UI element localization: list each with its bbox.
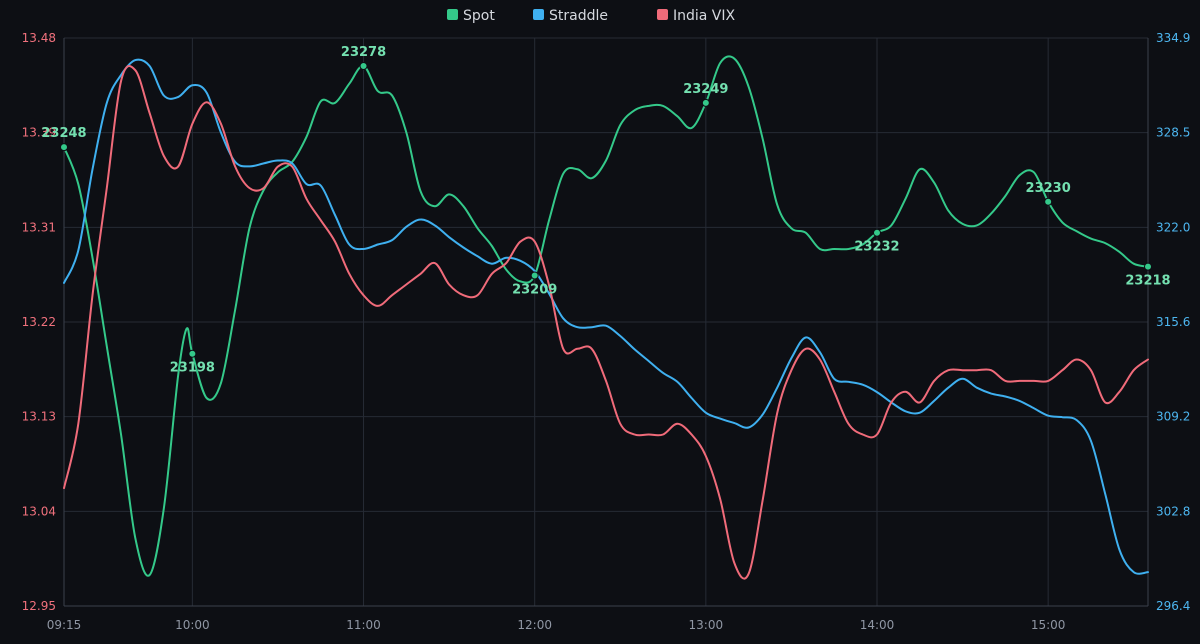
y-left-tick-label: 13.39 [22,126,56,140]
y-left-tick-label: 13.13 [22,410,56,424]
y-right-tick-label: 328.5 [1156,126,1190,140]
data-label: 23230 [1026,181,1071,196]
y-right-tick-label: 302.8 [1156,504,1190,518]
data-point-marker [359,62,368,71]
legend-item-spot[interactable]: Spot [447,8,495,24]
y-left-tick-label: 12.95 [22,599,56,613]
y-right-tick-label: 309.2 [1156,410,1190,424]
y-right-tick-label: 315.6 [1156,315,1190,329]
y-left-tick-label: 13.04 [22,504,56,518]
data-point-marker [1044,197,1053,206]
data-point-marker [701,98,710,107]
legend-label: India VIX [673,8,736,24]
data-label: 23198 [170,361,215,376]
series [63,55,1149,580]
x-tick-label: 09:15 [47,618,82,632]
data-point-marker [1144,262,1152,271]
data-point-marker [188,349,197,358]
legend[interactable]: Spot Straddle India VIX [447,8,736,24]
data-label: 23278 [341,45,386,60]
x-tick-label: 11:00 [346,618,381,632]
data-point-marker [530,271,539,280]
x-tick-label: 13:00 [689,618,724,632]
x-tick-label: 15:00 [1031,618,1066,632]
legend-item-india-vix[interactable]: India VIX [657,8,736,24]
y-right-tick-label: 322.0 [1156,220,1190,234]
grid [63,37,1148,607]
y-right-tick-label: 334.9 [1156,31,1190,45]
x-tick-label: 12:00 [517,618,552,632]
x-tick-label: 10:00 [175,618,210,632]
legend-swatch [657,9,668,20]
data-label: 23232 [854,240,899,255]
legend-swatch [533,9,544,20]
legend-swatch [447,9,458,20]
data-point-marker [60,143,68,152]
data-label: 23218 [1125,274,1170,289]
data-label: 23248 [41,126,86,141]
data-label: 23209 [512,283,557,298]
series-line-spot [63,55,1149,577]
legend-label: Spot [463,8,495,24]
point-labels: 23248 23198 23278 23209 23249 23232 23230 23218 [41,45,1170,376]
legend-item-straddle[interactable]: Straddle [533,8,608,24]
x-tick-label: 14:00 [860,618,895,632]
legend-label: Straddle [549,8,608,24]
y-left-tick-label: 13.48 [22,31,56,45]
axes: 12.95 296.4 13.04 302.8 13.13 309.2 13.22 315.6… [22,31,1191,632]
data-point-marker [873,228,881,237]
y-left-tick-label: 13.22 [22,315,56,329]
data-label: 23249 [683,82,728,97]
y-left-tick-label: 13.31 [22,220,56,234]
series-line-straddle [63,58,1149,575]
y-right-tick-label: 296.4 [1156,599,1190,613]
series-line-india-vix [63,65,1149,580]
